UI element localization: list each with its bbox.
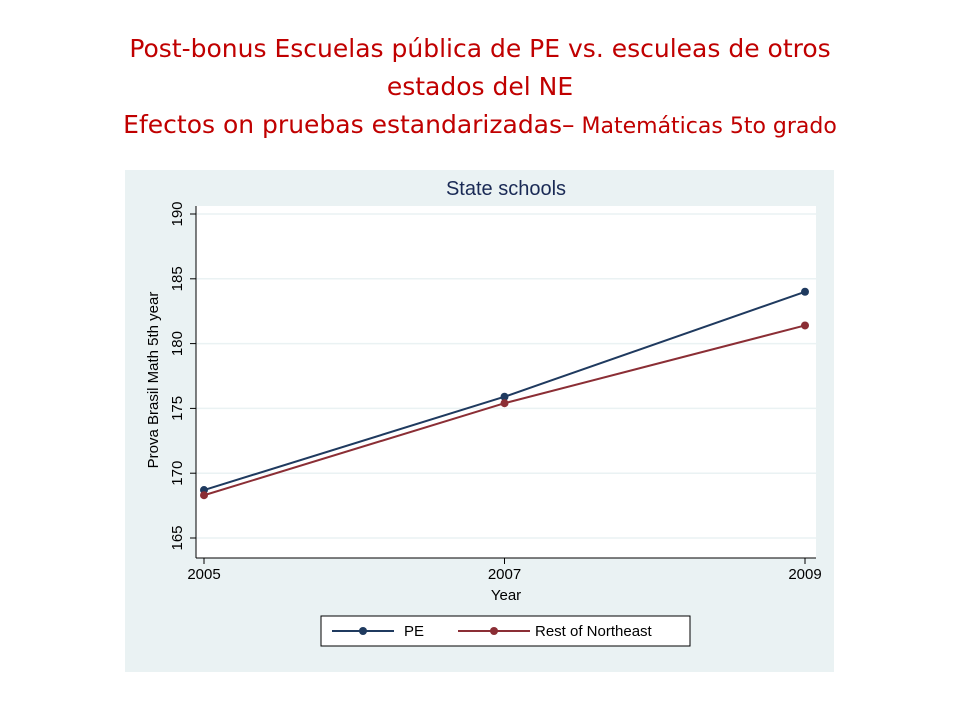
slide-title: Post-bonus Escuelas pública de PE vs. es…: [40, 30, 920, 146]
series-point: [500, 399, 509, 408]
slide-title-line-3-subject: Matemáticas 5to grado: [574, 114, 837, 139]
y-tick-label: 175: [169, 396, 186, 421]
legend-label: Rest of Northeast: [535, 623, 653, 640]
legend: PE Rest of Northeast: [320, 615, 691, 647]
y-tick-label: 185: [169, 266, 186, 291]
slide-title-line-1: Post-bonus Escuelas pública de PE vs. es…: [129, 34, 831, 63]
plot-area: [196, 206, 816, 558]
series-layer: [200, 287, 809, 500]
x-tick-label: 2009: [788, 566, 821, 583]
chart-title: State schools: [446, 178, 566, 200]
slide-title-line-3-main: Efectos on pruebas estandarizadas–: [123, 110, 575, 139]
y-tick-label: 180: [169, 331, 186, 356]
y-tick-label: 190: [169, 201, 186, 226]
series-point: [200, 491, 208, 500]
series-point: [500, 392, 509, 401]
series-point: [801, 321, 809, 330]
x-tick-label: 2005: [187, 566, 220, 583]
grid-lines: [196, 213, 816, 539]
y-tick-label: 165: [169, 525, 186, 550]
line-chart: 165 170 175 180 185 190 2005 2007 2009 State sch…: [145, 178, 822, 647]
legend-label: PE: [404, 623, 424, 640]
legend-marker: [490, 627, 498, 635]
slide-title-line-3: Efectos on pruebas estandarizadas– Matem…: [40, 106, 920, 146]
y-tick-label: 170: [169, 461, 186, 486]
slide-title-line-2: estados del NE: [386, 72, 574, 101]
series-point: [801, 287, 809, 296]
legend-marker: [359, 627, 367, 635]
x-axis-title: Year: [491, 587, 521, 604]
axes: 165 170 175 180 185 190 2005 2007 2009: [169, 201, 822, 583]
chart-panel: 165 170 175 180 185 190 2005 2007 2009 State sch…: [125, 170, 834, 672]
y-axis-title: Prova Brasil Math 5th year: [145, 292, 162, 469]
x-tick-label: 2007: [488, 566, 521, 583]
